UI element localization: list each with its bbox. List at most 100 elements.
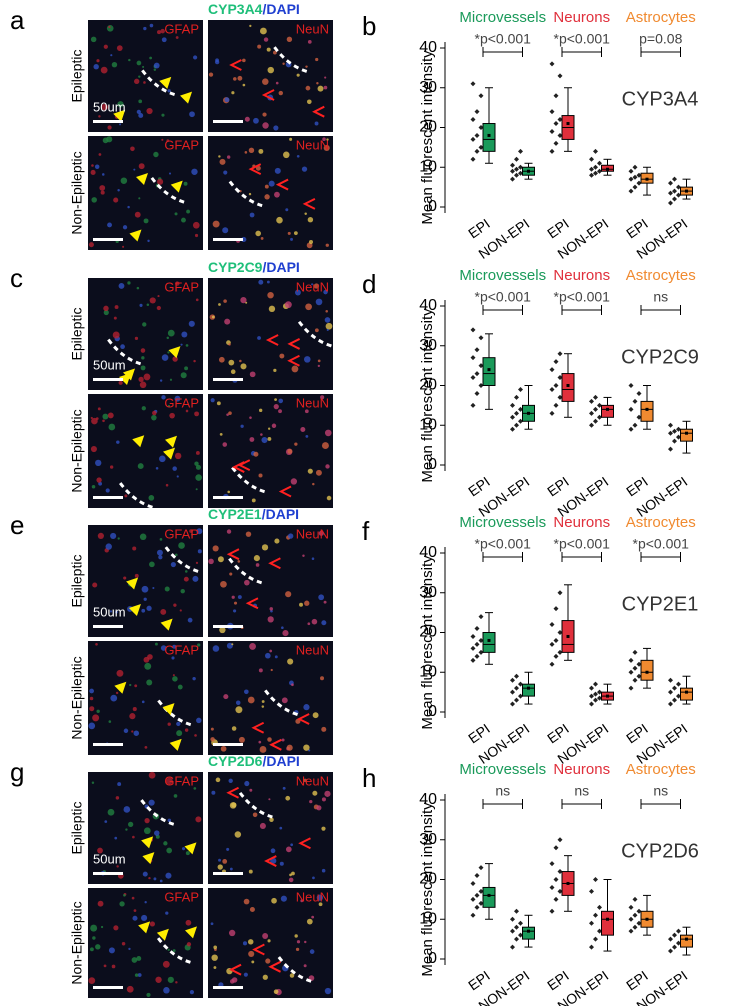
cell	[151, 414, 157, 421]
data-point	[636, 920, 642, 926]
cell	[267, 939, 271, 943]
cell	[138, 99, 143, 104]
cell	[283, 151, 290, 159]
cell	[88, 242, 94, 248]
data-point	[593, 418, 598, 424]
data-point	[549, 410, 555, 416]
cell	[316, 82, 319, 85]
mean	[645, 670, 649, 674]
cell	[122, 245, 125, 248]
cell	[195, 816, 202, 823]
cell	[325, 309, 328, 313]
cell	[132, 707, 137, 712]
cell	[117, 537, 120, 540]
cell	[127, 281, 131, 285]
arrowhead	[278, 485, 292, 498]
cell	[164, 586, 170, 592]
cell	[274, 398, 277, 402]
data-point	[589, 944, 594, 950]
cell	[235, 706, 243, 714]
cell	[273, 989, 279, 995]
cell	[211, 790, 216, 795]
cell	[304, 600, 310, 606]
cell	[193, 55, 198, 60]
data-point	[518, 148, 523, 154]
data-point	[478, 363, 484, 369]
y-tick-label: 0	[428, 703, 437, 720]
cell	[137, 973, 142, 977]
data-point	[549, 128, 555, 134]
cell	[97, 532, 104, 540]
cell	[243, 898, 250, 905]
data-point	[668, 430, 673, 436]
cell	[100, 925, 104, 929]
cell	[218, 858, 221, 862]
data-point	[514, 156, 519, 162]
y-axis-label: Mean fluorescent intensity	[419, 802, 436, 977]
data-point	[474, 653, 480, 659]
data-point	[514, 166, 519, 172]
cell	[244, 780, 250, 787]
data-point	[676, 192, 681, 198]
cell	[268, 305, 276, 313]
mean	[566, 634, 570, 638]
cell	[89, 706, 95, 712]
y-tick-label: 30	[419, 337, 437, 354]
group-label: Neurons	[553, 514, 610, 531]
cell	[185, 344, 189, 347]
data-point	[672, 438, 677, 444]
cell	[141, 585, 149, 593]
mean	[527, 929, 530, 933]
cell	[181, 217, 186, 223]
cell	[94, 164, 100, 169]
data-point	[628, 188, 634, 194]
cell	[259, 746, 267, 753]
mean	[487, 133, 491, 137]
cell	[165, 911, 169, 915]
arrowhead	[287, 354, 300, 367]
x-tick-label: EPI	[465, 215, 493, 241]
cell	[176, 475, 179, 478]
channel-label: NeuN	[296, 526, 329, 541]
y-tick-label: 10	[419, 910, 437, 927]
y-tick-label: 20	[419, 377, 437, 394]
arrowhead	[132, 435, 145, 448]
mean	[645, 917, 649, 921]
stain-part: CYP3A4	[208, 1, 263, 17]
data-point	[470, 402, 476, 408]
cell	[179, 609, 182, 612]
cell	[307, 40, 312, 44]
cell	[153, 68, 157, 71]
data-point	[549, 148, 555, 154]
data-point	[549, 61, 555, 67]
cell	[108, 720, 112, 723]
data-point	[510, 928, 515, 934]
cell	[307, 468, 313, 474]
stain-part: /	[262, 753, 266, 769]
data-point	[518, 164, 523, 170]
box	[561, 373, 575, 402]
cell	[196, 528, 203, 535]
cell	[314, 121, 319, 126]
cell	[128, 821, 134, 828]
cell	[274, 655, 278, 659]
scale-bar	[93, 872, 123, 875]
scale-bar	[213, 743, 243, 746]
cell	[260, 237, 264, 240]
cell	[262, 122, 269, 129]
data-point	[589, 422, 594, 428]
arrowhead	[141, 836, 154, 849]
cell	[242, 941, 248, 946]
cell	[153, 151, 159, 158]
cell	[107, 808, 115, 816]
cell	[156, 178, 164, 185]
cell	[284, 301, 292, 309]
cell	[155, 467, 159, 470]
y-tick-label: 40	[419, 297, 437, 314]
data-point	[518, 920, 523, 926]
cell	[113, 197, 119, 203]
cell	[326, 328, 329, 332]
arrowhead	[114, 681, 127, 694]
data-point	[636, 180, 642, 186]
x-tick-label: EPI	[623, 720, 651, 746]
